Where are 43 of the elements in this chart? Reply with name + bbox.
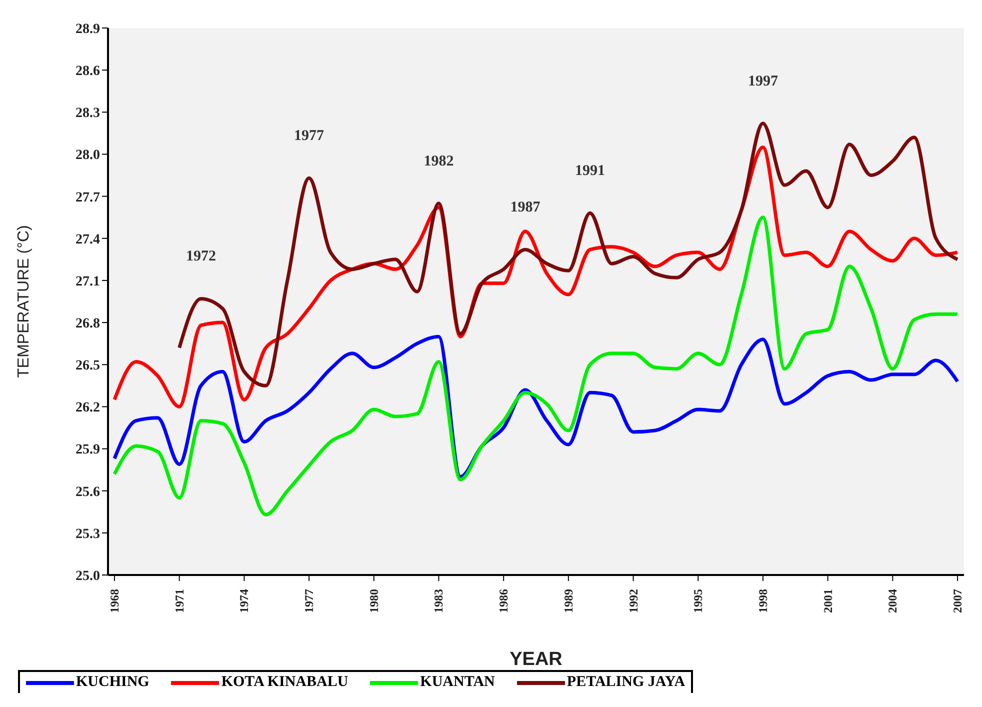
annotation: 1987 — [510, 200, 541, 216]
line-series — [112, 216, 960, 516]
x-tick-label: 1989 — [561, 589, 576, 613]
x-tick-label: 1998 — [756, 589, 770, 613]
legend-label: KUCHING — [75, 674, 150, 691]
x-tick-label: 1968 — [107, 589, 122, 613]
y-tick-label: 25.6 — [76, 484, 100, 500]
x-tick-label: 1977 — [302, 589, 316, 613]
x-tick-label: 1992 — [626, 589, 640, 613]
annotation: 1972 — [186, 248, 216, 265]
annotation: 1997 — [748, 73, 778, 90]
x-tick-label: 1980 — [366, 589, 381, 613]
annotation: 1977 — [294, 128, 325, 144]
annotation: 1982 — [424, 153, 454, 170]
y-tick-label: 27.7 — [76, 190, 100, 206]
x-tick-label: 1986 — [496, 589, 511, 613]
x-tick-label: 2007 — [950, 589, 965, 613]
y-tick-label: 25.0 — [76, 568, 100, 584]
y-tick-label: 26.2 — [76, 400, 100, 416]
y-tick-label: 28.9 — [76, 22, 100, 37]
x-tick-label: 2004 — [886, 589, 900, 613]
y-tick-label: 25.9 — [76, 442, 100, 458]
legend-label: KUANTAN — [419, 674, 495, 691]
y-tick-label: 28.3 — [76, 106, 100, 122]
x-tick-label: 1971 — [172, 589, 186, 613]
x-axis-title: YEAR — [510, 649, 563, 670]
y-tick-label: 28.6 — [76, 64, 100, 80]
x-tick-label: 1974 — [237, 589, 252, 613]
line-series — [178, 122, 960, 388]
y-tick-label: 26.8 — [76, 316, 100, 332]
legend-label: KOTA KINABALU — [220, 674, 348, 691]
y-tick-label: 26.5 — [76, 358, 100, 374]
annotation: 1991 — [575, 163, 606, 180]
y-axis-title: TEMPERATURE (°C) — [16, 225, 33, 378]
x-tick-label: 1983 — [432, 589, 446, 613]
legend-label: PETALING JAYA — [566, 674, 686, 691]
y-tick-label: 27.4 — [76, 232, 100, 248]
y-tick-label: 27.1 — [76, 274, 100, 290]
x-tick-label: 1995 — [691, 589, 706, 613]
x-tick-label: 2001 — [820, 589, 835, 613]
line-series — [112, 334, 960, 479]
y-tick-label: 25.3 — [76, 526, 100, 542]
y-tick-label: 28.0 — [76, 148, 100, 164]
